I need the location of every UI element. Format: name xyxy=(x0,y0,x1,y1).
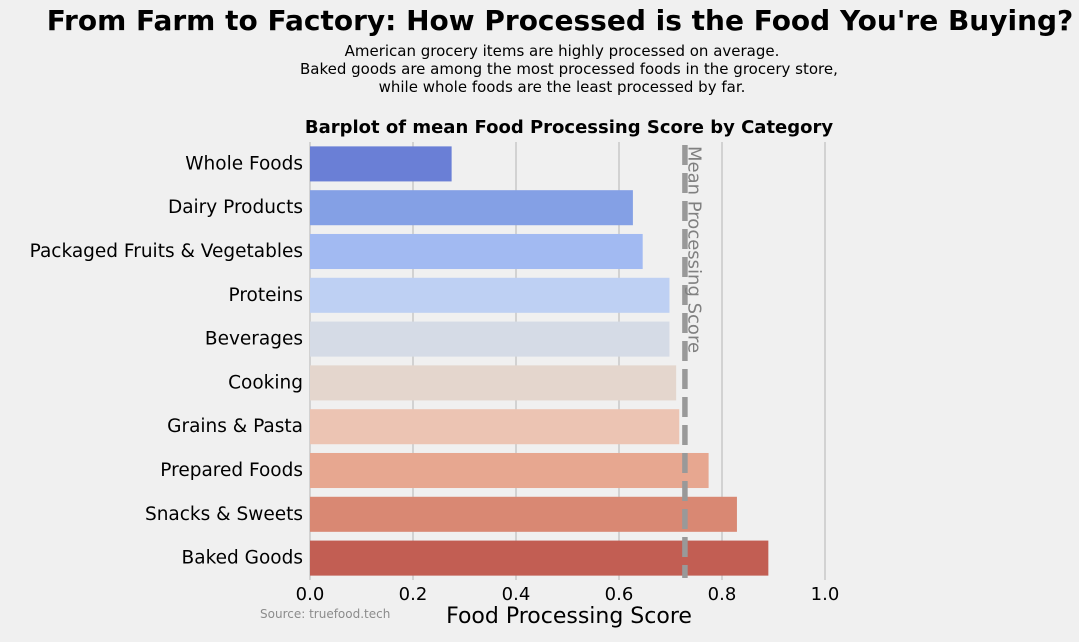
subtitle-line-1: American grocery items are highly proces… xyxy=(344,42,780,60)
x-tick-label-3: 0.6 xyxy=(605,584,634,605)
bar-6 xyxy=(310,409,680,445)
bar-2 xyxy=(310,233,643,270)
x-tick-label-4: 0.8 xyxy=(708,584,737,605)
bar-4 xyxy=(310,321,670,357)
bar-0 xyxy=(310,146,452,182)
figure-subtitle: American grocery items are highly proces… xyxy=(300,42,838,96)
y-tick-label-9: Baked Goods xyxy=(182,548,303,569)
figure-title: From Farm to Factory: How Processed is t… xyxy=(46,4,1074,37)
source-note: Source: truefood.tech xyxy=(260,607,391,621)
subtitle-line-3: while whole foods are the least processe… xyxy=(378,78,746,96)
subtitle-line-2: Baked goods are among the most processed… xyxy=(300,60,838,78)
y-tick-label-3: Proteins xyxy=(229,285,304,306)
y-tick-label-0: Whole Foods xyxy=(185,153,303,174)
x-axis-label: Food Processing Score xyxy=(446,604,692,629)
bar-5 xyxy=(310,365,677,401)
y-tick-label-7: Prepared Foods xyxy=(160,460,303,481)
bar-9 xyxy=(310,540,769,576)
chart-title: Barplot of mean Food Processing Score by… xyxy=(304,117,834,138)
x-tick-label-5: 1.0 xyxy=(811,584,840,605)
y-tick-label-6: Grains & Pasta xyxy=(167,416,303,437)
bar-3 xyxy=(310,277,670,313)
y-tick-label-4: Beverages xyxy=(205,329,303,350)
x-tick-label-2: 0.4 xyxy=(502,584,531,605)
bar-1 xyxy=(310,190,633,226)
y-tick-label-8: Snacks & Sweets xyxy=(145,504,303,525)
x-tick-label-0: 0.0 xyxy=(296,584,325,605)
bar-8 xyxy=(310,496,737,532)
y-tick-label-5: Cooking xyxy=(228,372,303,393)
x-tick-label-1: 0.2 xyxy=(399,584,428,605)
y-tick-label-2: Packaged Fruits & Vegetables xyxy=(30,241,303,262)
y-tick-label-1: Dairy Products xyxy=(168,197,303,218)
bar-7 xyxy=(310,452,709,489)
mean-reference-label: Mean Processing Score xyxy=(683,146,704,353)
